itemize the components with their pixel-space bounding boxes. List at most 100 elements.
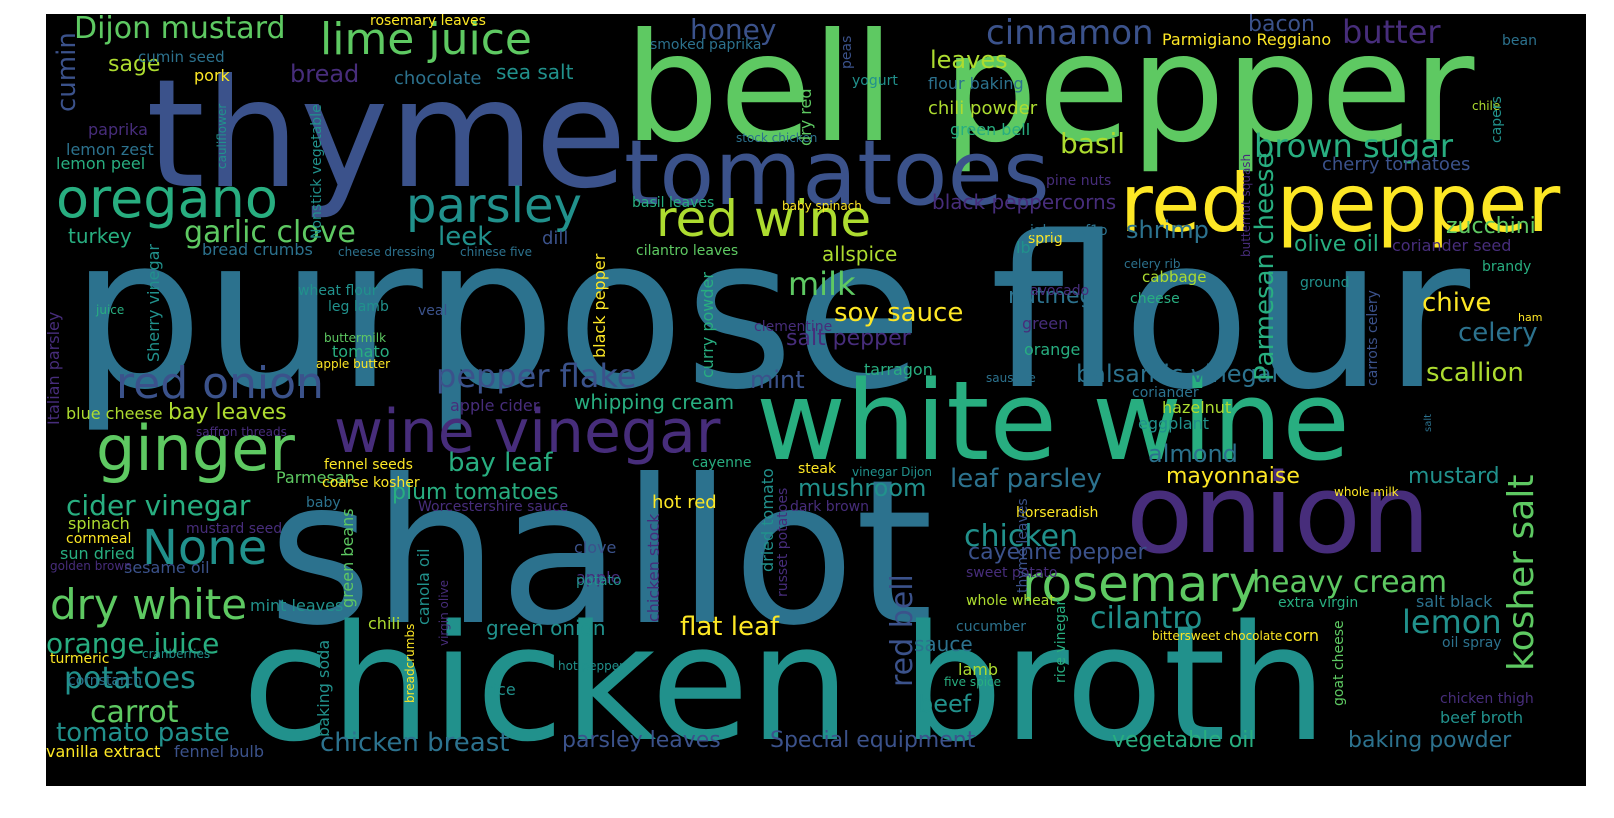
word-blue-cheese: blue cheese [66, 404, 163, 423]
word-baby: baby [306, 495, 341, 511]
word-ground: ground [1300, 275, 1350, 291]
word-parmigiano-reggiano: Parmigiano Reggiano [1162, 30, 1332, 49]
word-oregano: oregano [56, 167, 278, 230]
word-hot-pepper: hot pepper [558, 659, 625, 673]
word-sprig: sprig [1028, 231, 1063, 247]
word-kosher-salt: kosher salt [1501, 474, 1542, 672]
word-red-pepper: red pepper [1120, 157, 1561, 250]
word-mayonnaise: mayonnaise [1166, 464, 1300, 489]
word-heavy-cream: heavy cream [1252, 565, 1448, 600]
word-red-bell: red bell [885, 574, 920, 687]
word-cauliflower: cauliflower [215, 103, 229, 169]
word-shallot: shallot [268, 437, 934, 670]
word-cheese: cheese [1130, 291, 1180, 307]
word-oil-spray: oil spray [1442, 635, 1502, 651]
word-stock-chicken: stock chicken [736, 131, 818, 145]
word-cayenne: cayenne [692, 455, 752, 471]
word-lb: lb [1016, 238, 1031, 257]
word-hazelnut: hazelnut [1162, 398, 1232, 417]
word-potato: potato [576, 573, 622, 589]
word-parmesan-cheese: Parmesan cheese [1250, 152, 1280, 381]
word-flat-leaf: flat leaf [680, 612, 780, 642]
word-allspice: allspice [822, 242, 898, 266]
word-cabbage: cabbage [1142, 268, 1207, 286]
word-tarragon: tarragon [864, 360, 933, 379]
word-white-wine: white wine [756, 357, 1350, 485]
word-rice: rice [486, 680, 516, 699]
word-baby-spinach: baby spinach [782, 199, 862, 213]
word-thyme: thyme [146, 48, 628, 222]
word-chicken-breast: chicken breast [320, 728, 510, 758]
word-soy-sauce: soy sauce [834, 298, 964, 328]
word-parsley: parsley [406, 178, 582, 234]
word-dry-red: dry red [796, 88, 815, 146]
word-celery: celery [1458, 318, 1538, 348]
word-milk: milk [788, 265, 856, 303]
word-chicken-broth: chicken broth [242, 590, 1328, 777]
word-vegetable-oil: vegetable oil [1112, 728, 1255, 753]
word-sauce: sauce [914, 632, 973, 656]
word-dijon-mustard: Dijon mustard [74, 14, 286, 46]
word-parsley-leaves: parsley leaves [562, 728, 721, 753]
word-chicken: chicken [964, 519, 1079, 554]
word-five-spice: five spice [944, 675, 1002, 689]
word-balsamic-vinegar: balsamic vinegar [1076, 360, 1282, 388]
word-turkey: turkey [68, 224, 132, 248]
word-orange: orange [1024, 340, 1081, 359]
word-whole-wheat: whole wheat [966, 593, 1055, 609]
word-whole-milk: whole milk [1334, 485, 1399, 499]
word-cranberries: cranberries [142, 647, 211, 661]
word-almond: almond [1148, 440, 1238, 468]
word-cheese-dressing: cheese dressing [338, 245, 436, 259]
word-coarse-kosher: coarse kosher [322, 475, 420, 491]
word-brown-sugar: brown sugar [1254, 127, 1453, 165]
word-beef-broth: beef broth [1440, 708, 1524, 727]
word-green: green [1022, 314, 1069, 333]
word-ginger: ginger [96, 412, 295, 485]
word-bacon: bacon [1248, 14, 1315, 37]
word-spinach: spinach [68, 514, 130, 533]
word-lime-juice: lime juice [320, 14, 532, 65]
word-sesame-oil: sesame oil [124, 558, 210, 577]
word-avocado: avocado [1030, 283, 1090, 299]
word-bittersweet-chocolate: bittersweet chocolate [1152, 629, 1283, 643]
word-shrimp: shrimp [1126, 216, 1209, 244]
word-cornstarch: cornstarch [68, 673, 143, 689]
word-dark-brown: dark brown [790, 499, 870, 515]
word-sun-dried: sun dried [60, 544, 135, 563]
word-corn: corn [1284, 626, 1320, 645]
word-orange-juice: orange juice [46, 627, 220, 660]
word-salt-pepper: salt pepper [786, 326, 911, 351]
word-chocolate: chocolate [394, 68, 482, 89]
word-cider-vinegar: cider vinegar [66, 489, 251, 522]
word-scallion: scallion [1426, 358, 1524, 388]
word-sweet-potato: sweet potato [966, 565, 1058, 581]
word-beef: beef [918, 690, 972, 718]
word-curry-powder: curry powder [698, 272, 717, 378]
word-butternut-squash: butternut squash [1239, 153, 1253, 257]
word-cinnamon: cinnamon [986, 14, 1154, 53]
word-olive-oil: olive oil [1294, 232, 1379, 257]
word-garlic-clove: garlic clove [184, 215, 356, 250]
word-celery-rib: celery rib [1124, 257, 1181, 271]
word-mint: mint [750, 366, 805, 394]
word-red-wine: red wine [656, 190, 872, 248]
word-capers: capers [1489, 96, 1505, 143]
word-cilantro-leaves: cilantro leaves [636, 243, 739, 259]
word-butter: butter [1342, 14, 1441, 51]
word-rice-vinegar: rice vinegar [1053, 599, 1069, 683]
word-parmesan: Parmesan [276, 468, 355, 487]
word-mint-leaves: mint leaves [250, 596, 344, 615]
word-goat-cheese: goat cheese [1331, 620, 1347, 706]
word-clementine: clementine [754, 319, 833, 335]
word-cumin-seed: cumin seed [138, 48, 225, 66]
word-chili: chili [368, 614, 401, 633]
word-cherry-tomatoes: cherry tomatoes [1322, 154, 1471, 175]
word-baking-powder: baking powder [1348, 728, 1512, 753]
word-eggplant: eggplant [1138, 414, 1209, 433]
word-tomato: tomato [332, 342, 390, 361]
word-green-onion: green onion [486, 616, 606, 640]
word-peas: peas [839, 35, 855, 69]
word-chile: chile [1472, 99, 1501, 113]
word-bay-leaves: bay leaves [168, 400, 287, 425]
